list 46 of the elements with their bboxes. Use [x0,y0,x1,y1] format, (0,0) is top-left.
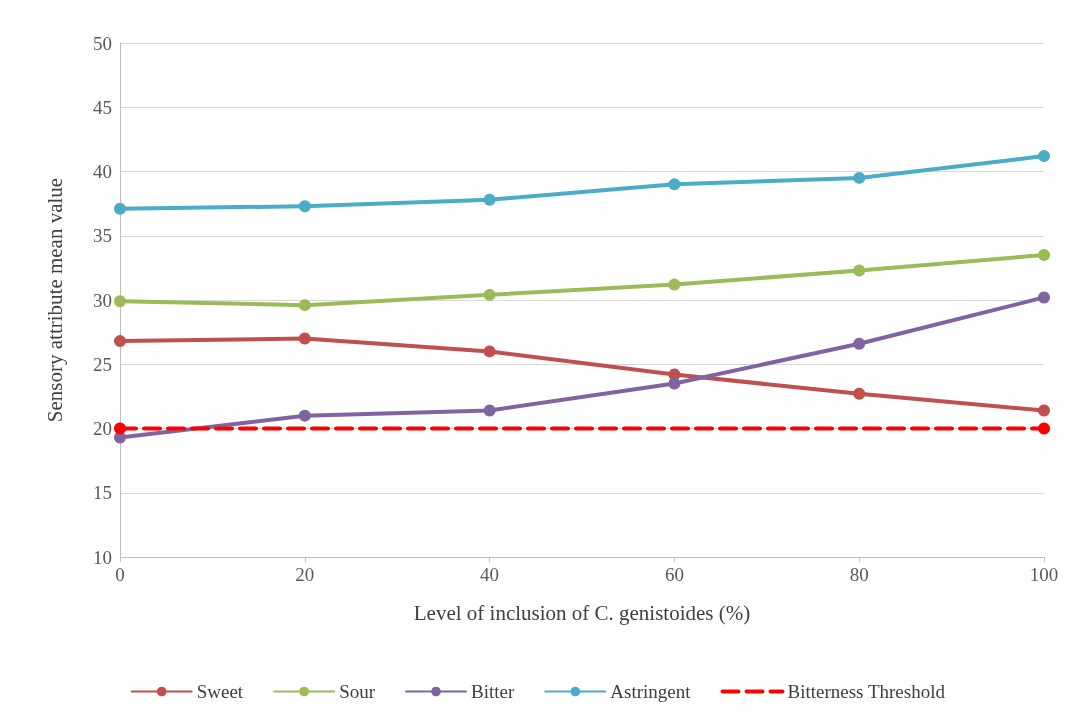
point [483,193,496,206]
point [483,345,496,358]
legend-label: Bitter [471,681,515,702]
y-tick-label: 50 [93,32,112,54]
point [1038,422,1050,435]
point [1038,291,1050,304]
x-tick-label: 60 [664,564,684,585]
point [1038,404,1050,417]
point [1038,249,1050,262]
point [114,335,126,348]
point [298,200,311,213]
point [853,387,866,400]
point [114,422,126,435]
y-tick-label: 25 [93,353,112,375]
point [853,171,866,184]
point [1038,150,1050,163]
point [298,332,311,345]
x-tick-label: 100 [1029,564,1059,585]
x-tick-label: 80 [849,564,869,585]
point [114,202,126,215]
y-tick-label: 10 [93,546,112,568]
x-tick-label: 40 [480,564,500,585]
point [853,337,866,350]
legend-label: Bitterness Threshold [787,681,946,702]
legend-label: Sweet [196,681,244,702]
point [483,288,496,301]
y-tick-label: 20 [93,418,112,439]
point [668,377,681,390]
y-axis-title: Sensory attribute mean value [42,177,67,423]
point [483,404,496,417]
y-tick-label: 30 [93,289,112,311]
point [668,278,681,291]
x-tick-label: 20 [295,564,315,585]
legend-label: Astringent [610,681,692,702]
legend-label: Sour [339,681,376,702]
point [668,178,681,191]
y-tick-label: 45 [93,96,112,118]
point [298,299,311,312]
y-tick-label: 35 [93,225,112,247]
x-tick-label: 0 [115,564,125,585]
point [853,264,866,277]
y-tick-label: 15 [93,482,112,504]
point [114,295,126,308]
y-tick-label: 40 [93,161,112,182]
x-axis-title: Level of inclusion of C. genistoides (%) [413,600,751,625]
point [298,409,311,422]
